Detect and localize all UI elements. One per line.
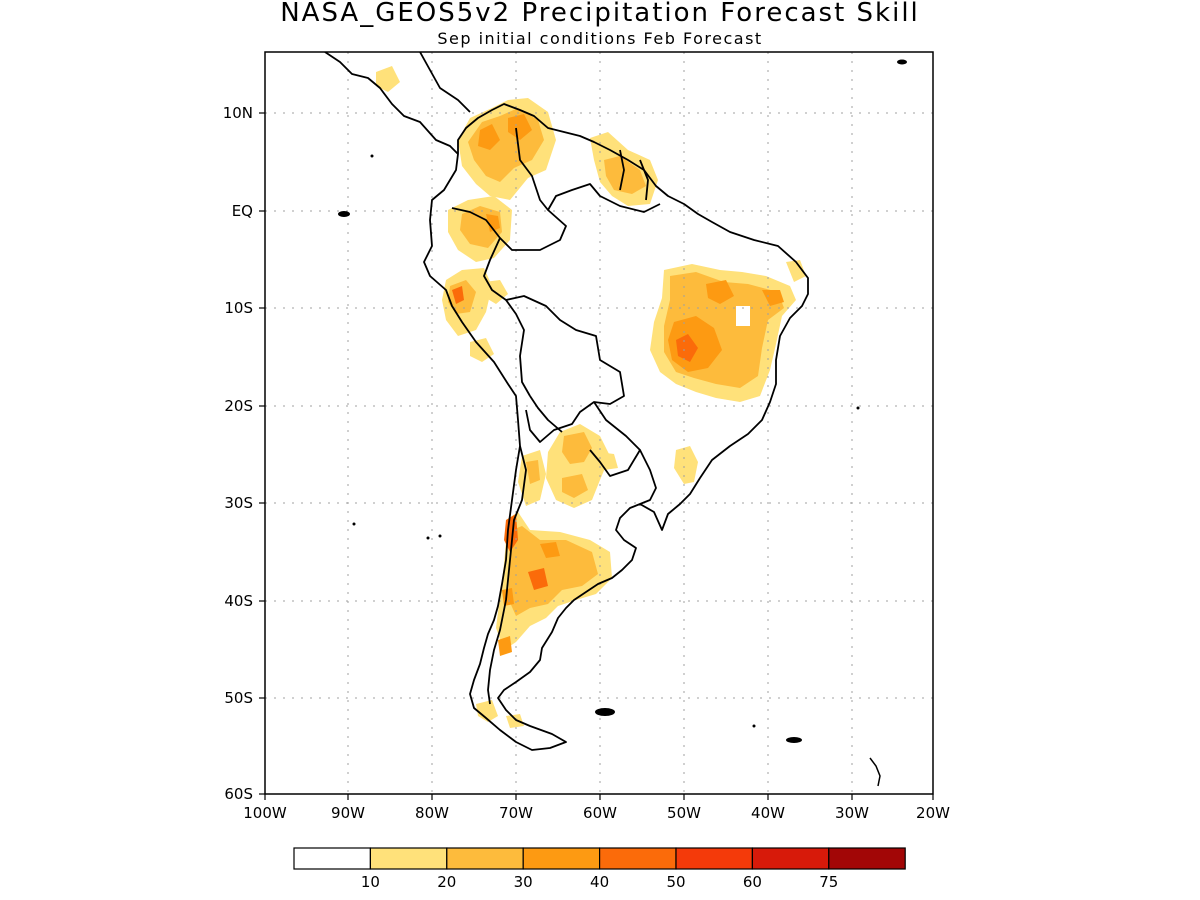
- colorbar-swatch: [446, 847, 524, 870]
- skill-region-patagonia: [476, 700, 524, 728]
- colorbar-swatch: [369, 847, 448, 870]
- coastlines: [324, 52, 809, 751]
- lon-tick-label: 40W: [751, 804, 785, 822]
- plot-frame: [264, 51, 934, 795]
- lon-tick-label: 70W: [499, 804, 533, 822]
- lon-tick-label: 60W: [583, 804, 617, 822]
- colorbar-label: 20: [437, 873, 456, 891]
- lat-tick-label: 60S: [224, 785, 253, 803]
- colorbar-label: 60: [743, 873, 762, 891]
- colorbar: 10 20 30 40 50 60 75: [293, 847, 906, 891]
- lat-tick-label: 20S: [224, 397, 253, 415]
- lat-tick-label: 50S: [224, 689, 253, 707]
- lon-tick-label: 90W: [331, 804, 365, 822]
- lat-tick-label: EQ: [232, 202, 253, 220]
- skill-shading: [376, 66, 806, 728]
- lat-axis-labels: 10N EQ 10S 20S 30S 40S 50S 60S: [223, 104, 253, 803]
- lat-tick-label: 10N: [223, 104, 253, 122]
- skill-region-colombia: [448, 98, 556, 262]
- colorbar-swatch: [675, 847, 754, 870]
- colorbar-swatch: [598, 847, 677, 870]
- lat-tick-label: 10S: [224, 299, 253, 317]
- lon-tick-label: 80W: [415, 804, 449, 822]
- lon-tick-label: 30W: [835, 804, 869, 822]
- colorbar-swatch: [522, 847, 601, 870]
- map-subtitle: Sep initial conditions Feb Forecast: [437, 29, 763, 48]
- colorbar-swatch: [828, 847, 906, 870]
- lon-tick-label: 100W: [243, 804, 287, 822]
- lat-tick-label: 40S: [224, 592, 253, 610]
- skill-region-c-argentina: [496, 512, 612, 656]
- colorbar-label: 75: [819, 873, 838, 891]
- skill-region-guiana: [376, 66, 658, 206]
- colorbar-swatch: [751, 847, 830, 870]
- colorbar-label: 50: [666, 873, 685, 891]
- lon-tick-label: 50W: [667, 804, 701, 822]
- lon-axis-labels: 100W 90W 80W 70W 60W 50W 40W 30W 20W: [243, 804, 950, 822]
- islands: [338, 59, 907, 787]
- lon-tick-label: 20W: [916, 804, 950, 822]
- lat-tick-label: 30S: [224, 494, 253, 512]
- colorbar-label: 10: [361, 873, 380, 891]
- tick-marks: [259, 112, 934, 800]
- skill-region-n-argentina: [518, 424, 618, 508]
- colorbar-label: 40: [590, 873, 609, 891]
- skill-region-brazil: [650, 260, 806, 484]
- colorbar-swatch: [293, 847, 372, 870]
- colorbar-label: 30: [514, 873, 533, 891]
- map-title: NASA_GEOS5v2 Precipitation Forecast Skil…: [280, 0, 920, 28]
- graticule: [265, 52, 933, 794]
